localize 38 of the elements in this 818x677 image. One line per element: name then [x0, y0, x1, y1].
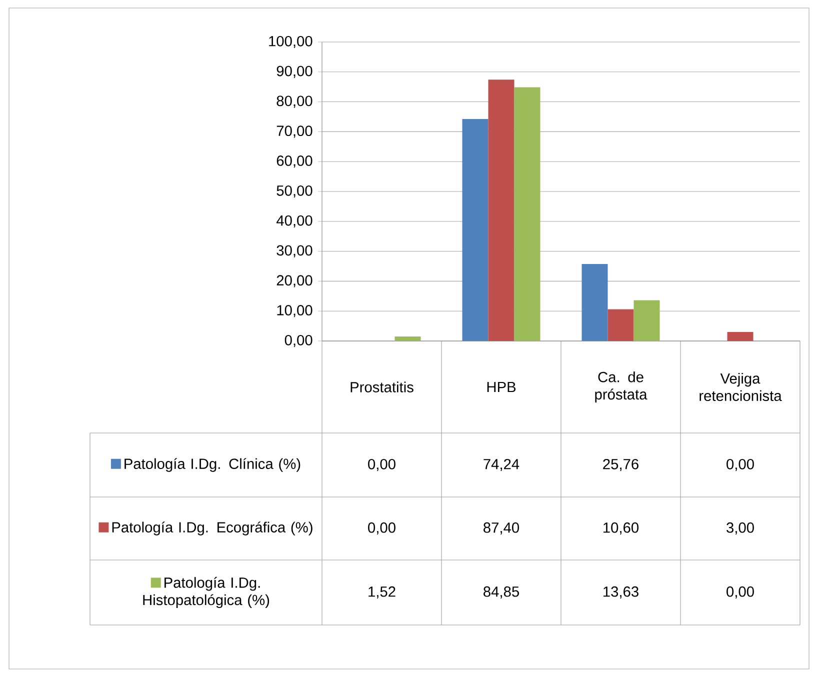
data-label: 1,52 [368, 586, 396, 599]
bar [727, 332, 754, 341]
y-tick-label: 60,00 [276, 156, 312, 168]
data-label: 13,63 [604, 586, 638, 599]
data-label: 0,00 [726, 586, 754, 599]
x-tick-label: Ca. de próstata [595, 371, 648, 402]
y-tick-label: 0,00 [284, 334, 312, 348]
x-tick-label: Prostatitis [350, 382, 414, 392]
y-tick-label: 10,00 [277, 305, 312, 318]
bar [514, 87, 540, 341]
y-tick-label: 50,00 [276, 185, 312, 198]
data-label: 3,00 [726, 522, 754, 535]
data-label: 87,40 [484, 522, 520, 535]
data-label: 74,24 [484, 458, 520, 472]
bar [608, 309, 634, 341]
y-tick-label: 70,00 [276, 126, 312, 138]
data-label: 0,00 [368, 458, 396, 472]
y-tick-label: 40,00 [276, 215, 312, 228]
y-tick-label: 20,00 [276, 275, 312, 288]
bar [394, 336, 421, 341]
x-tick-label: HPB [487, 382, 516, 392]
legend-label: Patología I.Dg. Histopatológica (%) [143, 576, 270, 608]
bar [462, 119, 488, 341]
data-label: 84,85 [484, 586, 519, 599]
y-tick-label: 90,00 [276, 66, 312, 78]
y-tick-label: 30,00 [276, 245, 312, 258]
data-label: 10,60 [604, 522, 639, 535]
y-tick-label: 100,00 [269, 36, 312, 48]
bar [488, 80, 514, 341]
legend-label: Patología I.Dg. Ecográfica (%) [112, 522, 312, 536]
bar [582, 264, 608, 341]
data-label: 0,00 [368, 522, 396, 535]
y-tick-label: 80,00 [276, 96, 312, 108]
x-tick-label: Vejiga retencionista [700, 372, 782, 402]
legend-label: Patología I.Dg. Clínica (%) [124, 458, 300, 472]
data-label: 0,00 [726, 458, 754, 472]
bar [634, 300, 660, 341]
data-label: 25,76 [603, 458, 638, 472]
